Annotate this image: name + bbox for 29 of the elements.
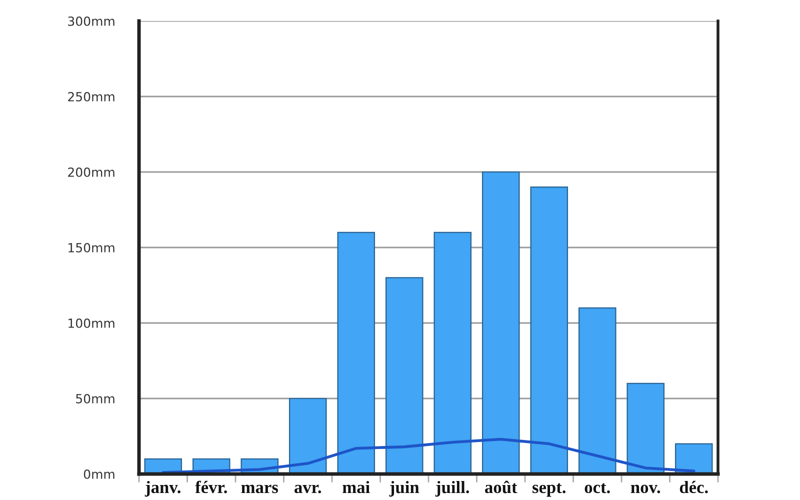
x-tick-label: avr.	[294, 484, 322, 494]
bar	[674, 443, 713, 474]
x-tick-label: nov.	[630, 484, 660, 494]
bar	[530, 186, 568, 474]
bar	[337, 232, 376, 474]
y-tick-label: 50mm	[76, 394, 114, 404]
y-tick-label: 250mm	[68, 92, 114, 102]
bar	[482, 171, 520, 474]
x-tick-label: oct.	[584, 483, 610, 494]
y-tick-label: 0mm	[84, 469, 114, 479]
x-tick-label: déc.	[680, 480, 708, 494]
bar	[434, 232, 472, 474]
y-tick-label: 100mm	[68, 318, 114, 328]
x-tick-label: févr.	[195, 480, 227, 494]
bar	[288, 398, 327, 474]
y-tick-label: 150mm	[68, 242, 114, 252]
bar	[626, 382, 665, 474]
bar	[578, 307, 616, 474]
line-series	[162, 438, 696, 474]
y-tick-label: 300mm	[68, 16, 114, 26]
x-tick-label: mai	[342, 480, 370, 494]
x-tick-label: août	[485, 480, 518, 494]
x-tick-label: mars	[241, 484, 278, 494]
y-tick-label: 200mm	[68, 167, 114, 177]
x-tick-label: sept.	[532, 483, 566, 497]
bar	[385, 277, 424, 474]
x-tick-label: juin	[389, 480, 420, 497]
x-tick-label: juill.	[435, 480, 469, 497]
x-tick-label: janv.	[144, 480, 180, 497]
